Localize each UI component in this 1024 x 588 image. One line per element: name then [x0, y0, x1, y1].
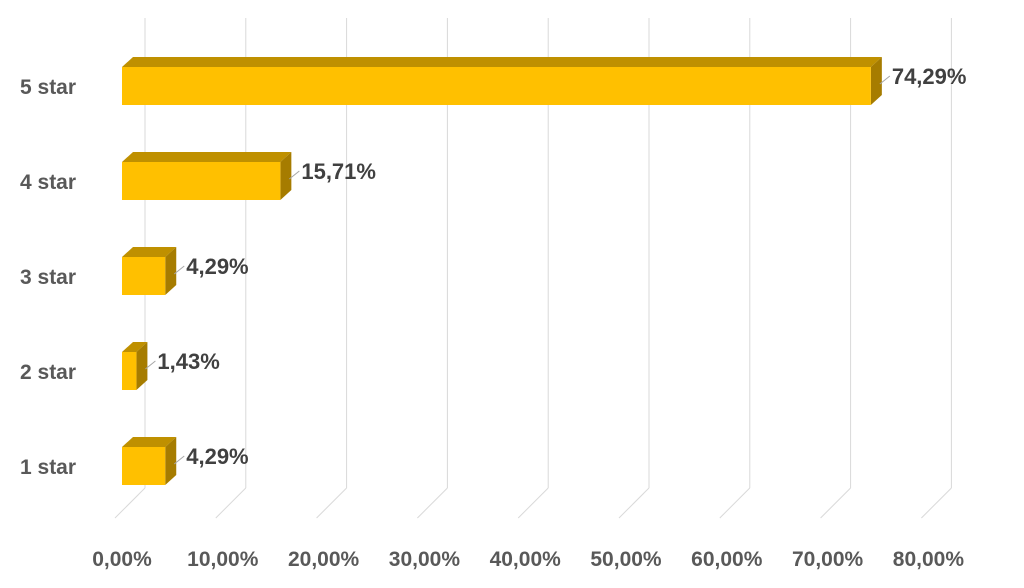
gridline-floor [316, 487, 347, 519]
gridline-floor [517, 487, 549, 519]
x-tick-label: 20,00% [288, 548, 360, 571]
bar [122, 342, 148, 390]
data-labels: 74,29% 15,71% 4,29% 1,43% 4,29% [145, 64, 966, 469]
category-labels: 5 star 4 star 3 star 2 star 1 star [20, 76, 76, 479]
x-tick-label: 80,00% [893, 548, 965, 571]
gridline-floor [820, 487, 851, 519]
gridline-floor [921, 487, 952, 519]
data-label-leader [173, 455, 185, 465]
x-tick-label: 60,00% [691, 548, 763, 571]
gridline-floor [719, 487, 751, 519]
gridline-floor [215, 487, 247, 519]
bar-side-face [165, 247, 177, 295]
bar [122, 57, 882, 105]
x-tick-label: 40,00% [490, 548, 562, 571]
bar-front-face [122, 352, 137, 390]
data-label-leader [173, 265, 185, 275]
data-label: 15,71% [301, 159, 376, 184]
bar-top-face [122, 437, 177, 447]
category-label: 3 star [20, 266, 76, 289]
bar-top-face [122, 152, 292, 162]
bar-side-face [136, 342, 148, 390]
data-label-leader [879, 75, 891, 85]
x-tick-label: 0,00% [92, 548, 152, 571]
x-tick-label: 70,00% [792, 548, 864, 571]
bar-side-face [165, 437, 177, 485]
category-label: 2 star [20, 361, 76, 384]
x-tick-label: 50,00% [590, 548, 662, 571]
bar-side-face [280, 152, 292, 200]
gridline-floor [114, 487, 146, 519]
data-label: 74,29% [892, 64, 967, 89]
bar [122, 152, 292, 200]
bar-top-face [122, 57, 882, 67]
bar-front-face [122, 257, 166, 295]
data-label: 1,43% [157, 349, 219, 374]
bar-top-face [122, 247, 177, 257]
data-label: 4,29% [186, 254, 248, 279]
data-label-leader [145, 360, 156, 370]
data-label: 4,29% [186, 444, 248, 469]
gridline-floor [618, 487, 650, 519]
gridline-floor [417, 487, 448, 519]
bar-top-face [122, 342, 148, 352]
x-tick-label: 10,00% [187, 548, 259, 571]
x-tick-label: 30,00% [389, 548, 461, 571]
bar [122, 247, 177, 295]
bar [122, 437, 177, 485]
x-axis-tick-labels: 0,00% 10,00% 20,00% 30,00% 40,00% 50,00% 60,00… [92, 548, 964, 571]
data-label-leader [289, 170, 300, 180]
category-label: 4 star [20, 171, 76, 194]
bar-front-face [122, 162, 281, 200]
bar-front-face [122, 447, 166, 485]
category-label: 5 star [20, 76, 76, 99]
bar-side-face [870, 57, 882, 105]
bar-front-face [122, 67, 871, 105]
category-label: 1 star [20, 456, 76, 479]
bars [122, 57, 882, 485]
